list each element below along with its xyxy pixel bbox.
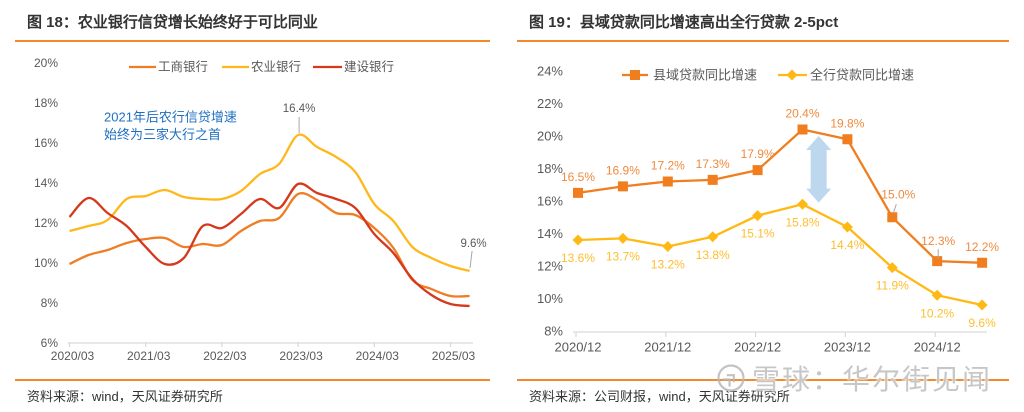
data-label: 17.3% xyxy=(696,157,730,171)
data-label: 13.8% xyxy=(696,248,730,262)
y-tick-label: 14% xyxy=(537,226,563,241)
data-label: 12.3% xyxy=(921,234,955,248)
data-label: 19.8% xyxy=(830,116,864,130)
data-label: 17.9% xyxy=(741,147,775,161)
data-label: 20.4% xyxy=(785,107,819,121)
data-point-marker xyxy=(707,231,719,243)
data-point-marker xyxy=(617,181,628,192)
y-tick-label: 8% xyxy=(544,324,563,339)
right-title-rule xyxy=(517,40,1009,42)
x-tick-label: 2020/12 xyxy=(555,340,602,355)
data-point-marker xyxy=(932,256,943,267)
data-point-marker xyxy=(977,257,988,268)
data-point-marker xyxy=(887,212,898,223)
data-point-marker xyxy=(841,221,853,233)
data-point-marker xyxy=(797,198,808,210)
legend-label-1: 农业银行 xyxy=(251,60,301,74)
y-tick-label: 16% xyxy=(537,194,563,209)
y-tick-label: 16% xyxy=(34,136,58,150)
data-label: 13.2% xyxy=(651,258,685,272)
data-label: 13.7% xyxy=(606,249,640,263)
series-line-1 xyxy=(69,133,470,273)
y-tick-label: 20% xyxy=(34,56,58,70)
series-line-0 xyxy=(577,128,983,264)
data-label: 15.1% xyxy=(741,227,775,241)
right-chart-title: 图 19：县域贷款同比增速高出全行贷款 2-5pct xyxy=(529,14,839,31)
y-tick-label: 10% xyxy=(34,256,58,270)
x-tick-label: 2020/03 xyxy=(51,349,95,363)
series-line-2 xyxy=(68,182,470,308)
right-line-chart: 8% 10% 12% 14% 16% 18% 20% 22% 24% 2020/12 2021/12… xyxy=(537,64,999,355)
data-point-marker xyxy=(573,187,583,198)
data-point-marker xyxy=(662,241,674,252)
legend-label-1: 全行贷款同比增速 xyxy=(810,68,914,83)
data-label: 15.8% xyxy=(785,215,819,229)
callout-leader xyxy=(469,250,473,269)
y-tick-label: 20% xyxy=(537,129,563,144)
data-point-marker xyxy=(752,210,764,222)
x-tick-label: 2023/03 xyxy=(279,349,323,363)
x-tick-label: 2024/12 xyxy=(914,340,961,355)
data-point-marker xyxy=(886,262,898,274)
legend-marker-square-icon xyxy=(630,70,640,80)
left-title-rule xyxy=(15,40,490,42)
data-point-marker xyxy=(752,165,763,176)
data-label: 10.2% xyxy=(920,306,954,320)
double-arrow-icon xyxy=(806,136,832,203)
x-tick-label: 2021/12 xyxy=(644,340,691,355)
y-tick-label: 22% xyxy=(537,96,563,111)
data-point-marker xyxy=(931,289,943,301)
y-tick-label: 12% xyxy=(34,216,58,230)
y-tick-label: 6% xyxy=(41,336,59,350)
data-label: 16.9% xyxy=(606,163,640,177)
data-label: 17.2% xyxy=(651,159,685,173)
y-tick-label: 10% xyxy=(537,291,563,306)
x-tick-label: 2025/03 xyxy=(432,349,476,363)
left-line-chart: 6% 8% 10% 12% 14% 16% 18% 20% 2020/03 2021/03 2022… xyxy=(34,56,487,363)
callout-end-label: 9.6% xyxy=(460,238,486,250)
right-source-note: 资料来源：公司财报，wind，天风证券研究所 xyxy=(529,389,790,404)
data-point-marker xyxy=(976,299,988,311)
annotation-note-line: 始终为三家大行之首 xyxy=(104,127,221,142)
data-label: 11.9% xyxy=(876,279,909,293)
left-chart-title: 图 18：农业银行信贷增长始终好于可比同业 xyxy=(27,14,318,31)
legend-label-2: 建设银行 xyxy=(344,59,394,74)
y-tick-label: 18% xyxy=(34,96,58,110)
x-tick-label: 2022/03 xyxy=(203,349,247,363)
annotation-note-line: 2021年后农行信贷增速 xyxy=(104,110,237,125)
y-tick-label: 14% xyxy=(34,176,58,190)
legend-label-0: 工商银行 xyxy=(158,59,208,74)
data-point-marker xyxy=(797,124,808,135)
data-point-marker xyxy=(617,232,629,244)
data-point-marker xyxy=(572,234,584,246)
y-tick-label: 12% xyxy=(537,259,563,274)
data-point-marker xyxy=(707,174,718,185)
data-label: 12.2% xyxy=(965,240,999,254)
x-tick-label: 2022/12 xyxy=(734,340,781,355)
data-point-marker xyxy=(842,134,853,145)
data-label: 14.4% xyxy=(830,238,864,252)
y-tick-label: 24% xyxy=(537,64,563,79)
data-label: 16.5% xyxy=(561,170,595,184)
right-footer-rule xyxy=(517,379,1009,381)
legend-label-0: 县域贷款同比增速 xyxy=(653,68,757,83)
data-label: 9.6% xyxy=(968,316,996,330)
data-label: 13.6% xyxy=(561,251,595,265)
x-tick-label: 2023/12 xyxy=(824,340,871,355)
left-footer-rule xyxy=(15,379,490,381)
label-leader xyxy=(892,204,897,214)
series-line-1 xyxy=(577,203,983,307)
x-tick-label: 2021/03 xyxy=(127,349,171,363)
left-source-note: 资料来源：wind，天风证券研究所 xyxy=(27,389,223,404)
data-point-marker xyxy=(662,176,673,187)
legend-marker-diamond-icon xyxy=(786,69,798,81)
callout-peak-label: 16.4% xyxy=(283,103,316,115)
x-tick-label: 2024/03 xyxy=(356,349,400,363)
y-tick-label: 18% xyxy=(537,161,563,176)
data-label: 15.0% xyxy=(881,187,915,201)
y-tick-label: 8% xyxy=(41,296,59,310)
